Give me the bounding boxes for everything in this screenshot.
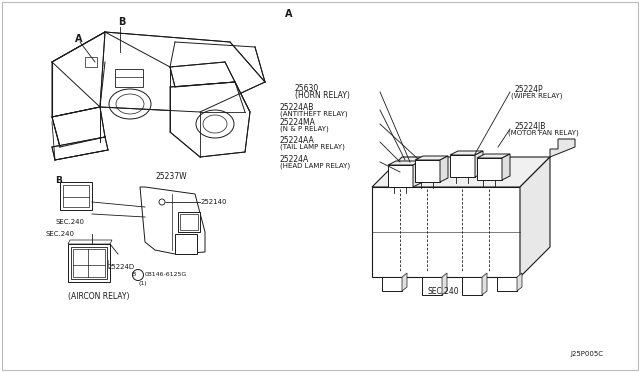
Text: 25237W: 25237W bbox=[155, 171, 187, 180]
Polygon shape bbox=[413, 161, 421, 187]
Text: (TAIL LAMP RELAY): (TAIL LAMP RELAY) bbox=[280, 144, 345, 150]
Polygon shape bbox=[372, 157, 550, 187]
Polygon shape bbox=[520, 157, 550, 277]
Polygon shape bbox=[170, 62, 235, 87]
Bar bbox=[63, 185, 89, 207]
Bar bbox=[71, 247, 107, 279]
Polygon shape bbox=[415, 156, 448, 160]
Polygon shape bbox=[422, 277, 442, 295]
Polygon shape bbox=[550, 139, 575, 157]
Bar bbox=[73, 249, 105, 277]
Circle shape bbox=[132, 269, 143, 280]
Text: J25P005C: J25P005C bbox=[570, 351, 603, 357]
Polygon shape bbox=[502, 154, 510, 180]
Text: (WIPER RELAY): (WIPER RELAY) bbox=[511, 93, 563, 99]
Polygon shape bbox=[52, 137, 108, 160]
Polygon shape bbox=[140, 187, 205, 254]
Polygon shape bbox=[482, 273, 487, 295]
Circle shape bbox=[159, 199, 165, 205]
Text: 252140: 252140 bbox=[201, 199, 227, 205]
Text: (HORN RELAY): (HORN RELAY) bbox=[295, 90, 350, 99]
Text: 25224MA: 25224MA bbox=[280, 118, 316, 126]
Text: 25224P: 25224P bbox=[515, 84, 543, 93]
Text: SEC.240: SEC.240 bbox=[428, 288, 460, 296]
Text: (N & P RELAY): (N & P RELAY) bbox=[280, 126, 329, 132]
Bar bbox=[85, 57, 97, 67]
Polygon shape bbox=[388, 161, 421, 165]
Text: 08146-6125G: 08146-6125G bbox=[145, 273, 188, 278]
Text: A: A bbox=[75, 34, 83, 44]
Polygon shape bbox=[68, 240, 112, 244]
Polygon shape bbox=[462, 277, 482, 295]
Text: 25224AB: 25224AB bbox=[280, 103, 314, 112]
Text: B: B bbox=[55, 176, 62, 185]
Polygon shape bbox=[388, 165, 413, 187]
Polygon shape bbox=[475, 151, 483, 177]
Polygon shape bbox=[52, 107, 105, 147]
Text: B: B bbox=[118, 17, 125, 27]
Polygon shape bbox=[382, 277, 402, 291]
Bar bbox=[68, 244, 110, 282]
Text: A: A bbox=[285, 9, 292, 19]
Text: 25224D: 25224D bbox=[108, 264, 135, 270]
Text: 25224A: 25224A bbox=[280, 154, 309, 164]
Polygon shape bbox=[52, 32, 105, 117]
Polygon shape bbox=[402, 273, 407, 291]
Text: B: B bbox=[132, 273, 136, 278]
Polygon shape bbox=[442, 273, 447, 295]
Text: SEC.240: SEC.240 bbox=[55, 219, 84, 225]
Polygon shape bbox=[440, 156, 448, 182]
Text: (HEAD LAMP RELAY): (HEAD LAMP RELAY) bbox=[280, 163, 350, 169]
Polygon shape bbox=[477, 158, 502, 180]
Bar bbox=[60, 182, 92, 210]
Polygon shape bbox=[450, 155, 475, 177]
Bar bbox=[115, 69, 143, 87]
Text: 25630: 25630 bbox=[295, 83, 319, 93]
Polygon shape bbox=[517, 273, 522, 291]
Polygon shape bbox=[52, 32, 265, 112]
Polygon shape bbox=[477, 154, 510, 158]
Text: SEC.240: SEC.240 bbox=[45, 231, 74, 237]
Text: (MOTOR FAN RELAY): (MOTOR FAN RELAY) bbox=[508, 130, 579, 136]
Bar bbox=[175, 234, 197, 254]
Polygon shape bbox=[170, 82, 250, 157]
Text: 25224JB: 25224JB bbox=[515, 122, 547, 131]
Bar bbox=[178, 212, 200, 232]
Polygon shape bbox=[372, 187, 520, 277]
Text: (1): (1) bbox=[139, 282, 147, 286]
Bar bbox=[180, 214, 198, 230]
Text: (AIRCON RELAY): (AIRCON RELAY) bbox=[68, 292, 129, 301]
Text: (ANTITHEFT RELAY): (ANTITHEFT RELAY) bbox=[280, 111, 348, 117]
Polygon shape bbox=[497, 277, 517, 291]
Polygon shape bbox=[450, 151, 483, 155]
Polygon shape bbox=[415, 160, 440, 182]
Text: 25224AA: 25224AA bbox=[280, 135, 315, 144]
